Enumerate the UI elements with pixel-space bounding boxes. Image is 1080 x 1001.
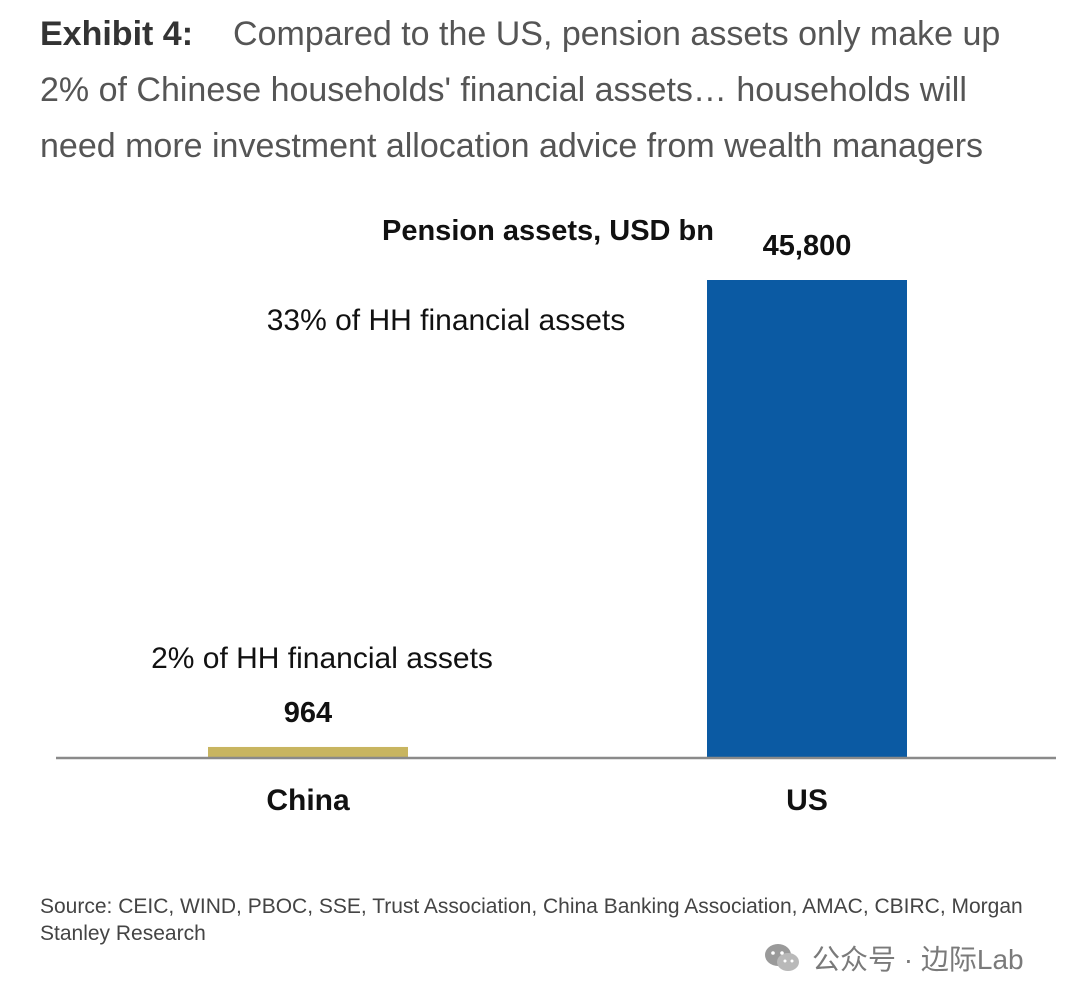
value-label-china: 964 [284, 697, 332, 729]
annotation-china: 2% of HH financial assets [151, 642, 493, 675]
exhibit-label: Exhibit 4: [40, 15, 194, 53]
chart-title: Pension assets, USD bn [382, 215, 714, 247]
value-label-us: 45,800 [763, 230, 852, 262]
wechat-icon [765, 944, 799, 971]
tick-label-us: US [786, 784, 828, 817]
bar-china [208, 746, 408, 757]
bar-us [707, 280, 907, 757]
tick-label-china: China [266, 784, 350, 817]
annotation-us: 33% of HH financial assets [267, 304, 626, 337]
bars-layer [208, 280, 907, 757]
exhibit-header: Exhibit 4: Compared to the US, pension as… [40, 6, 1050, 174]
source-note: Source: CEIC, WIND, PBOC, SSE, Trust Ass… [40, 895, 1023, 945]
watermark-text: 公众号 · 边际Lab [812, 944, 1024, 975]
watermark: 公众号 · 边际Lab [762, 938, 1024, 978]
labels-layer: 964 China 45,800 US 2% of HH financial asset… [151, 230, 851, 817]
bar-chart: Pension assets, USD bn 964 China 45,800 US 2… [56, 215, 1056, 817]
exhibit-title: Compared to the US, pension assets only … [40, 15, 1001, 165]
